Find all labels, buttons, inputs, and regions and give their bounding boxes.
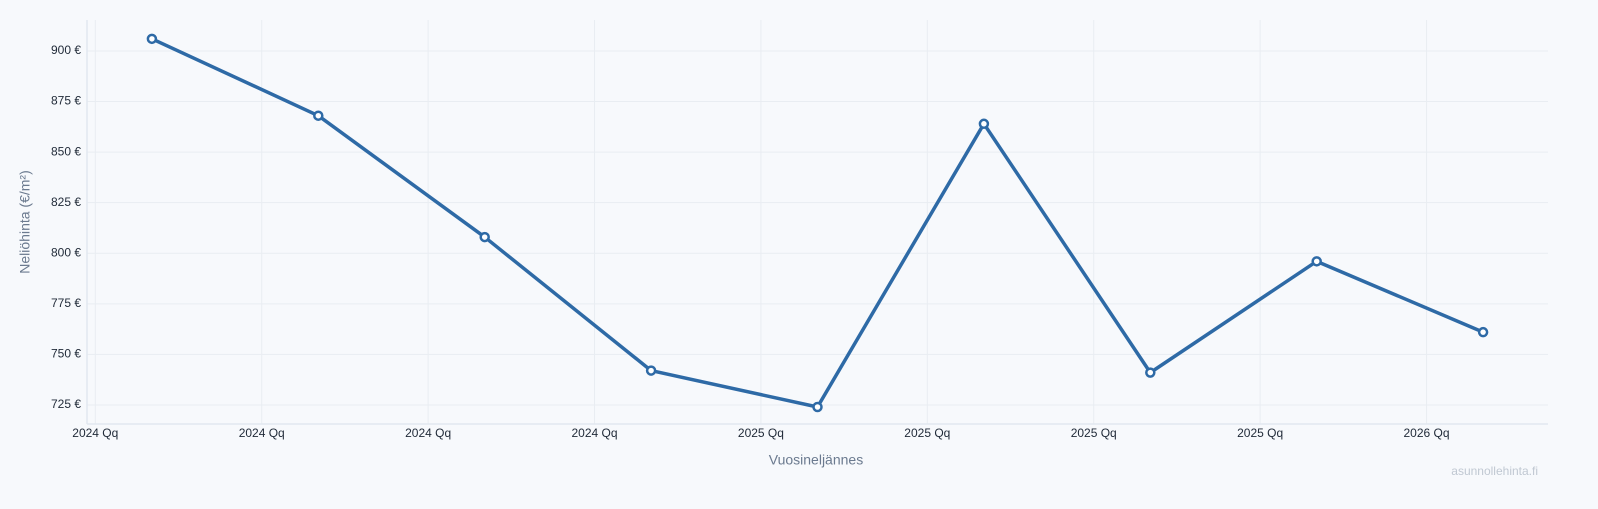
x-tick-label: 2024 Qq <box>405 426 451 440</box>
x-tick-label: 2025 Qq <box>1071 426 1117 440</box>
y-tick-label: 850 € <box>51 144 81 158</box>
x-tick-label: 2025 Qq <box>738 426 784 440</box>
x-tick-label: 2025 Qq <box>1237 426 1283 440</box>
y-tick-label: 875 € <box>51 94 81 108</box>
x-tick-label: 2024 Qq <box>239 426 285 440</box>
point <box>1477 326 1489 338</box>
x-tick-label: 2025 Qq <box>904 426 950 440</box>
point <box>146 33 158 45</box>
y-tick-label: 775 € <box>51 296 81 310</box>
y-tick-label: 800 € <box>51 245 81 259</box>
y-tick-label: 725 € <box>51 397 81 411</box>
point <box>479 231 490 243</box>
x-axis-label: Vuosineljännes <box>769 452 863 468</box>
watermark: asunnollehinta.fi <box>1451 464 1538 478</box>
x-tick-label: 2026 Qq <box>1404 426 1450 440</box>
point <box>313 110 324 121</box>
y-tick-label: 900 € <box>51 43 81 57</box>
y-axis-label: Neliöhinta (€/m²) <box>17 170 33 273</box>
x-tick-label: 2024 Qq <box>571 426 617 440</box>
x-tick-label: 2024 Qq <box>72 426 118 440</box>
point <box>812 401 823 413</box>
point <box>1311 256 1322 267</box>
point <box>645 365 657 376</box>
y-tick-label: 825 € <box>51 195 81 209</box>
point <box>978 118 990 130</box>
point <box>1145 367 1156 378</box>
y-tick-label: 750 € <box>51 347 81 361</box>
